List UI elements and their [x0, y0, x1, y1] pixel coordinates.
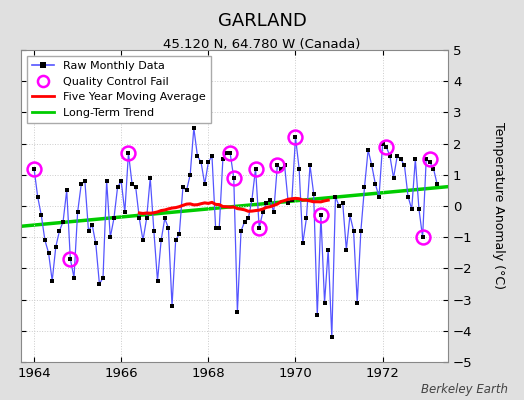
Text: 45.120 N, 64.780 W (Canada): 45.120 N, 64.780 W (Canada)	[163, 38, 361, 51]
Y-axis label: Temperature Anomaly (°C): Temperature Anomaly (°C)	[492, 122, 505, 290]
Text: Berkeley Earth: Berkeley Earth	[421, 383, 508, 396]
Legend: Raw Monthly Data, Quality Control Fail, Five Year Moving Average, Long-Term Tren: Raw Monthly Data, Quality Control Fail, …	[27, 56, 212, 123]
Text: GARLAND: GARLAND	[217, 12, 307, 30]
